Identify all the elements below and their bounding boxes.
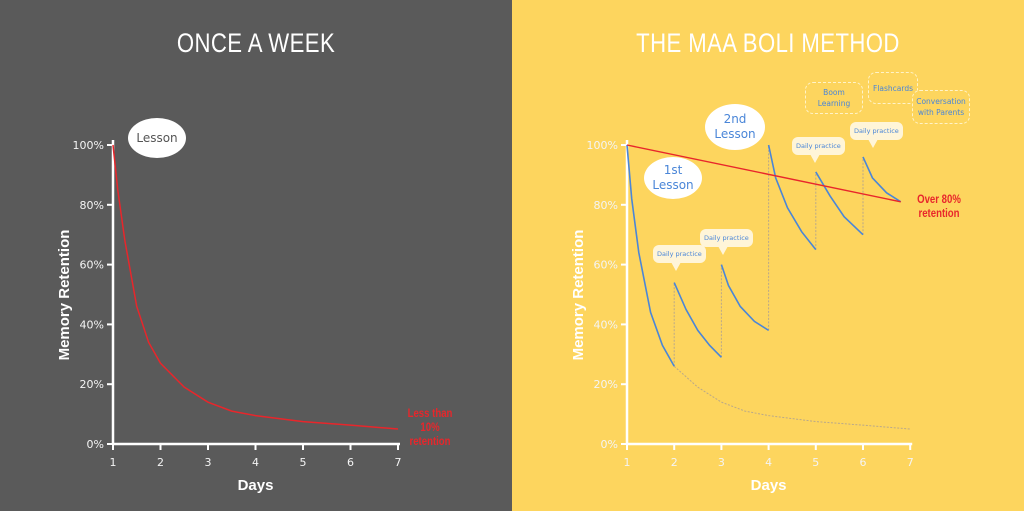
conversation-l2: with Parents (917, 108, 965, 117)
end-line-1: Less than (407, 406, 453, 420)
right-chart: 1 2 3 4 5 6 7 0% 20% 40% 60% 80% 100% Days Memory Rete… (570, 139, 914, 494)
x-tick-label: 4 (252, 456, 259, 469)
lesson-bubble: Lesson (128, 118, 186, 158)
left-title: ONCE A WEEK (176, 28, 336, 58)
retention-segment (673, 282, 722, 358)
daily-practice-note-day2: Daily practice (653, 245, 706, 271)
y-tick-label: 40% (80, 318, 104, 331)
right-panel: THE MAA BOLI METHOD 1 2 3 4 5 6 7 0% 20% 40% 60% 80… (512, 0, 1024, 511)
x-tick-label: 3 (205, 456, 212, 469)
x-tick-label: 4 (765, 456, 772, 469)
y-tick-label: 0% (601, 438, 618, 451)
x-tick-label: 1 (624, 456, 631, 469)
daily-practice-note-day5: Daily practice (792, 137, 845, 163)
y-tick-label: 100% (73, 139, 104, 152)
x-axis-label: Days (238, 477, 274, 494)
y-axis-label: Memory Retention (570, 230, 587, 361)
x-tick-label: 6 (347, 456, 354, 469)
retention-segment (862, 156, 902, 203)
y-tick-label: 60% (80, 259, 104, 272)
second-lesson-l2: Lesson (714, 127, 756, 141)
end-line-2: retention (918, 206, 960, 220)
x-tick-label: 6 (860, 456, 867, 469)
conversation-bubble: Conversation with Parents (912, 90, 970, 124)
first-lesson-l2: Lesson (652, 178, 694, 192)
retention-segment (626, 144, 675, 367)
end-line-1: Over 80% (917, 192, 961, 206)
retention-segment (767, 144, 817, 251)
end-line-3: retention (409, 434, 451, 448)
x-tick-label: 2 (157, 456, 164, 469)
x-tick-label: 7 (907, 456, 914, 469)
daily-practice-note-day3: Daily practice (700, 229, 753, 255)
end-annotation: Less than 10% retention (402, 406, 458, 448)
y-tick-label: 80% (594, 199, 618, 212)
boom-l1: Boom (823, 88, 845, 97)
left-panel: ONCE A WEEK 1 2 3 4 5 6 7 0% 20% 40% 60% 80% 100% Day… (0, 0, 512, 511)
first-lesson-bubble: 1st Lesson (644, 157, 702, 199)
y-tick-label: 100% (587, 139, 618, 152)
y-tick-label: 0% (87, 438, 104, 451)
y-tick-label: 20% (594, 378, 618, 391)
conversation-l1: Conversation (916, 97, 966, 106)
y-tick-label: 60% (594, 259, 618, 272)
x-tick-label: 5 (300, 456, 307, 469)
x-tick-label: 5 (812, 456, 819, 469)
second-lesson-bubble: 2nd Lesson (705, 104, 765, 150)
faded-curve (673, 365, 911, 430)
right-title: THE MAA BOLI METHOD (636, 28, 900, 58)
flashcards-bubble: Flashcards (868, 72, 918, 104)
boom-learning-bubble: Boom Learning (805, 82, 863, 114)
trend-line (626, 144, 901, 203)
retention-segment (720, 264, 770, 332)
retention-segment (815, 171, 864, 236)
second-lesson-l1: 2nd (723, 112, 747, 126)
x-tick-label: 2 (671, 456, 678, 469)
end-line-2: 10% (420, 420, 440, 434)
left-chart: 1 2 3 4 5 6 7 0% 20% 40% 60% 80% 100% Days Memory Rete… (56, 139, 402, 494)
daily-practice-note-day6: Daily practice (850, 122, 903, 148)
y-tick-label: 80% (80, 199, 104, 212)
x-tick-label: 3 (718, 456, 725, 469)
y-tick-label: 20% (80, 378, 104, 391)
x-tick-label: 7 (395, 456, 402, 469)
y-axis-label: Memory Retention (56, 230, 73, 361)
forgetting-curve (112, 144, 399, 430)
end-annotation-right: Over 80% retention (911, 192, 967, 220)
y-tick-label: 40% (594, 318, 618, 331)
first-lesson-l1: 1st (663, 163, 683, 177)
x-axis-label: Days (751, 477, 787, 494)
x-tick-label: 1 (110, 456, 117, 469)
boom-l2: Learning (817, 99, 851, 108)
